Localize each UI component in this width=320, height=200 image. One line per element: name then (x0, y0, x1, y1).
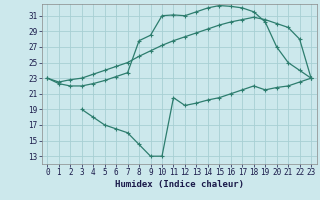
X-axis label: Humidex (Indice chaleur): Humidex (Indice chaleur) (115, 180, 244, 189)
